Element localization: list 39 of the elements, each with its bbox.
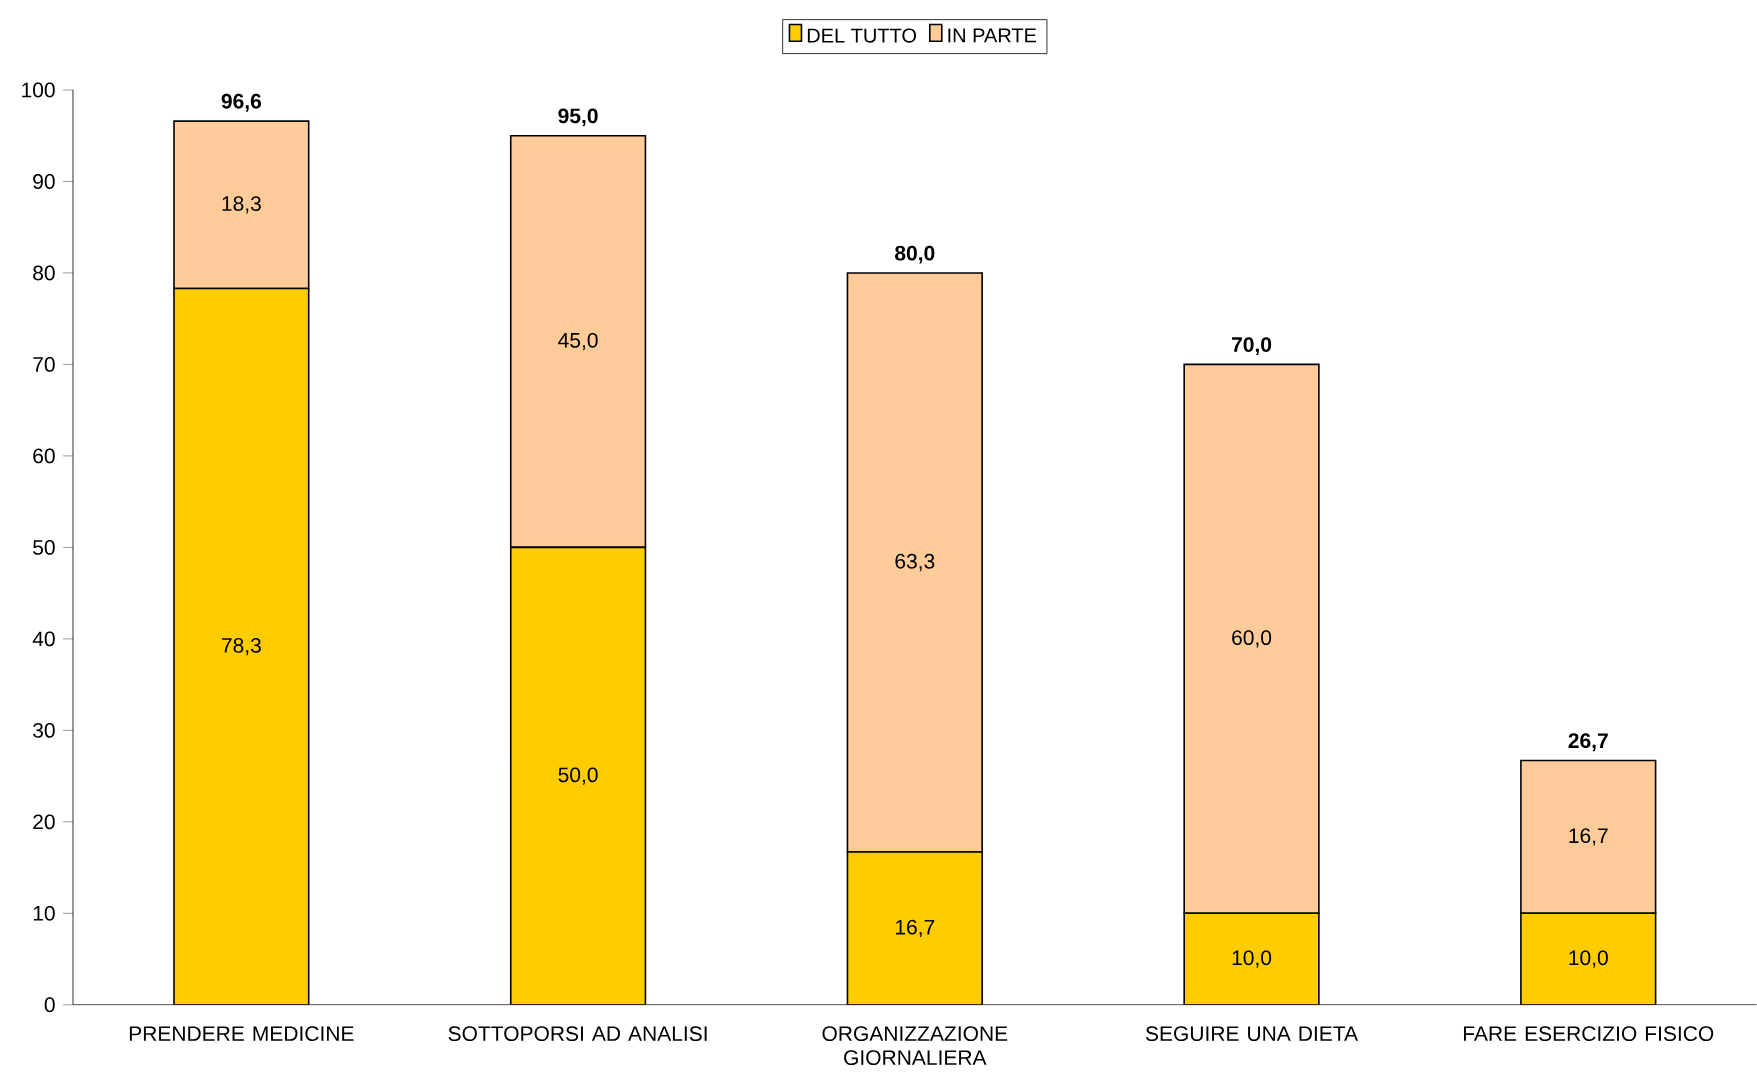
total-label: 26,7 bbox=[1568, 733, 1608, 752]
y-tick-label: 10 bbox=[33, 905, 55, 921]
bar bbox=[1183, 363, 1320, 915]
y-tick-label: 40 bbox=[32, 631, 55, 647]
bar bbox=[1520, 912, 1657, 1005]
total-label: 96,6 bbox=[221, 93, 262, 112]
y-tick-label: 30 bbox=[33, 723, 55, 738]
y-tick-label: 60 bbox=[33, 448, 55, 464]
total-label: 70,0 bbox=[1232, 337, 1272, 356]
bar bbox=[1183, 912, 1320, 1005]
data-label: 50,0 bbox=[558, 767, 598, 785]
y-tick-label: 80 bbox=[33, 265, 55, 281]
legend-label: DEL TUTTO bbox=[807, 28, 917, 43]
y-tick-label: 0 bbox=[44, 997, 55, 1013]
data-label: 45,0 bbox=[558, 333, 598, 351]
bar bbox=[846, 851, 983, 1005]
bar bbox=[173, 287, 310, 1005]
y-tick-label: 90 bbox=[33, 174, 55, 190]
total-label: 80,0 bbox=[895, 245, 935, 264]
x-tick-label: SEGUIRE UNA DIETA bbox=[1145, 1026, 1359, 1042]
legend-label: IN PARTE bbox=[948, 28, 1037, 43]
data-label: 16,7 bbox=[1569, 828, 1608, 846]
data-label: 60,0 bbox=[1232, 630, 1272, 648]
data-label: 16,7 bbox=[895, 919, 935, 938]
y-tick-label: 70 bbox=[33, 357, 55, 372]
x-tick-label: FARE ESERCIZIO FISICO bbox=[1463, 1026, 1714, 1042]
y-tick-label: 50 bbox=[33, 540, 55, 555]
y-tick-label: 20 bbox=[33, 814, 55, 830]
bar bbox=[509, 546, 647, 1005]
x-tick-label: SOTTOPORSI AD ANALISI bbox=[448, 1026, 707, 1042]
x-tick-label: ORGANIZZAZIONE GIORNALIERA bbox=[822, 1026, 1008, 1066]
total-label: 95,0 bbox=[558, 108, 598, 127]
data-label: 10,0 bbox=[1569, 950, 1608, 968]
x-tick-label: PRENDERE MEDICINE bbox=[129, 1026, 354, 1042]
data-label: 10,0 bbox=[1232, 950, 1272, 968]
data-label: 63,3 bbox=[895, 553, 935, 572]
data-label: 18,3 bbox=[222, 196, 261, 214]
data-label: 78,3 bbox=[221, 638, 261, 656]
y-tick-label: 100 bbox=[22, 82, 55, 98]
